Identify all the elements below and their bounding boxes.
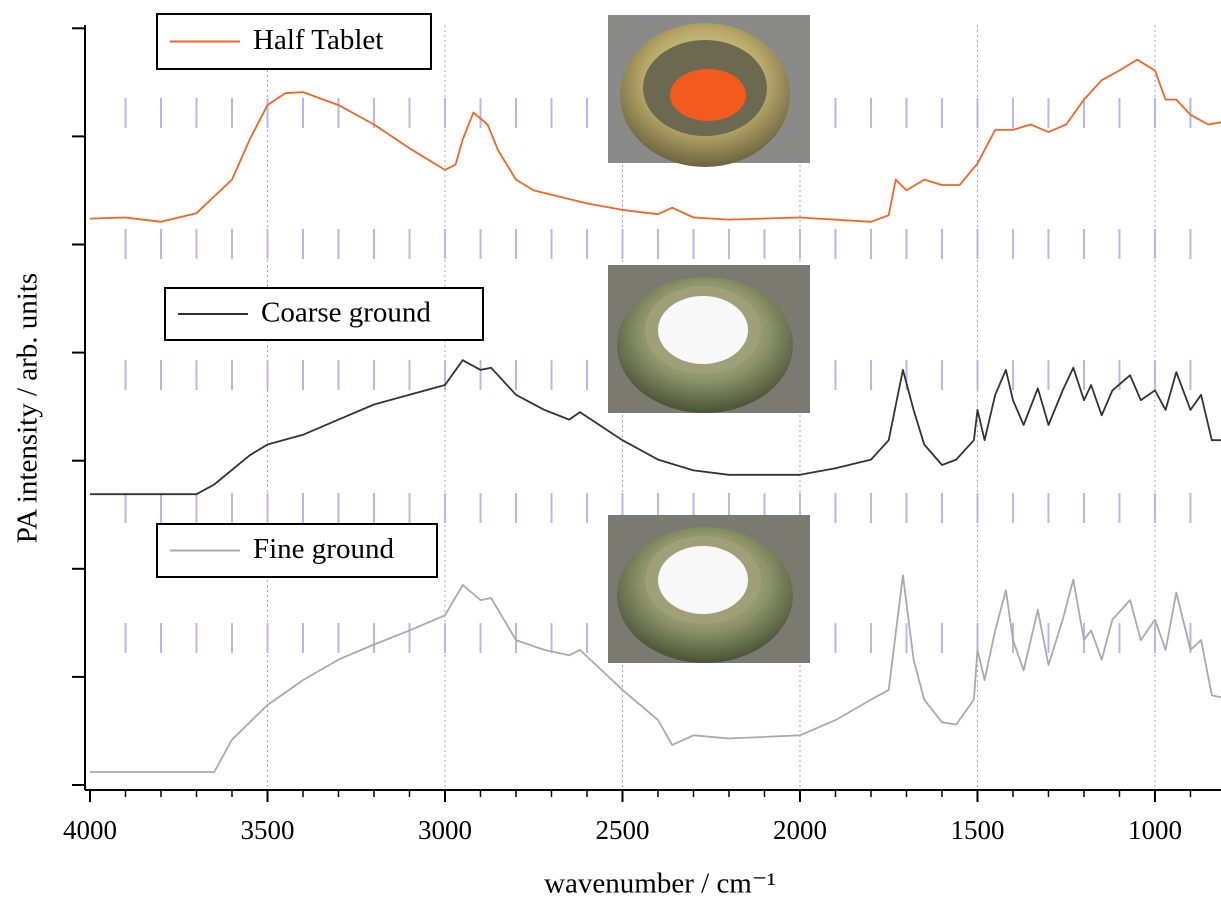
x-tick-label: 3000 — [418, 815, 472, 845]
photo-sample — [658, 296, 748, 364]
series-line — [90, 574, 1221, 773]
photo-coarse — [608, 265, 810, 413]
series-line — [90, 359, 1221, 496]
x-tick-label: 1500 — [950, 815, 1004, 845]
photo-sample — [670, 69, 746, 121]
legend-label: Coarse ground — [261, 297, 431, 329]
x-tick-label: 2500 — [595, 815, 649, 845]
x-axis-label: wavenumber / cm⁻¹ — [544, 868, 776, 900]
photo-sample — [658, 546, 748, 614]
x-tick-label: 3500 — [240, 815, 294, 845]
axes: 4000 3500 3000 2500 2000 1500 1000 — [63, 25, 1221, 845]
y-axis-label: PA intensity / arb. units — [12, 273, 44, 543]
x-tick-label: 4000 — [63, 815, 117, 845]
photo-half-tablet — [608, 15, 810, 167]
legend-label: Fine ground — [253, 533, 394, 565]
x-tick-label: 2000 — [773, 815, 827, 845]
legend: Half Tablet Coarse ground Fine ground — [156, 13, 484, 578]
plot-lines — [89, 58, 1221, 773]
photo-fine — [608, 515, 810, 663]
series-line — [89, 58, 1221, 223]
x-tick-label: 1000 — [1128, 815, 1182, 845]
legend-label: Half Tablet — [253, 24, 383, 56]
